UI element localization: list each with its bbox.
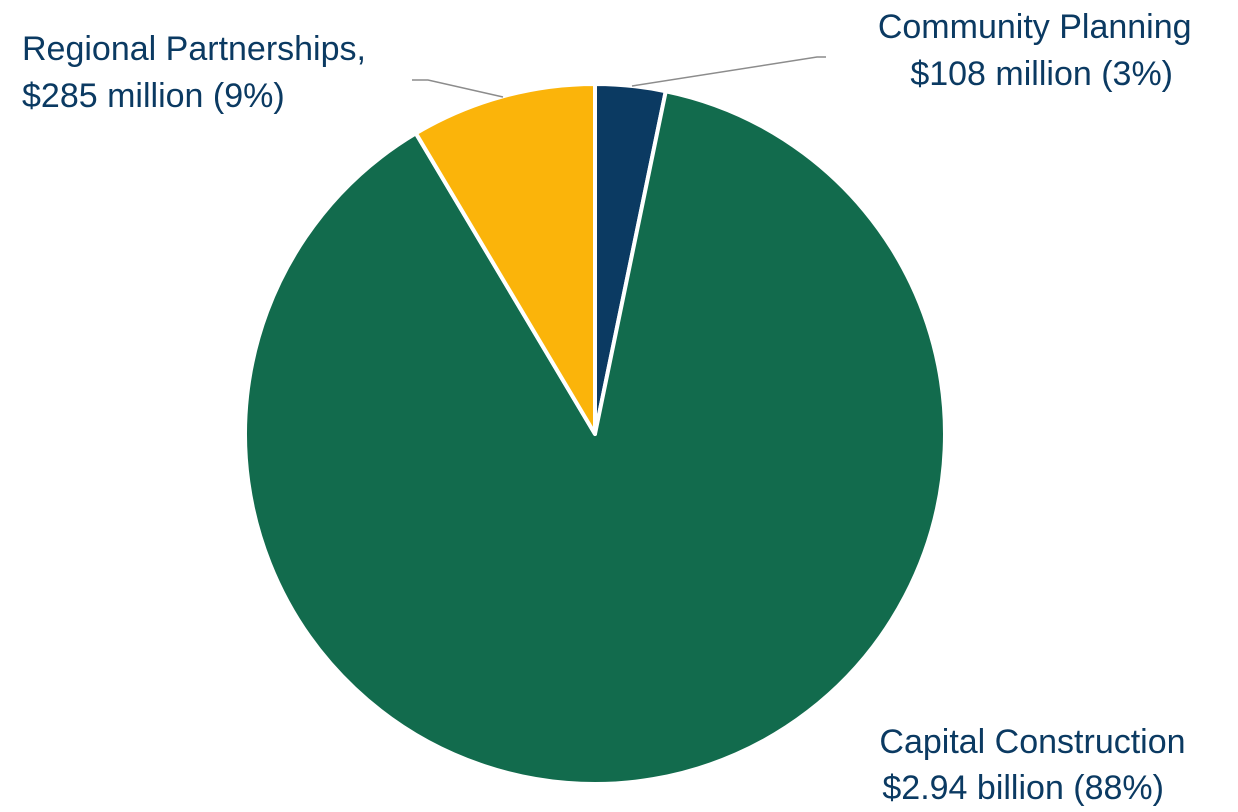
label-regional-partnerships-line2: $285 million (9%) xyxy=(22,77,285,115)
label-capital-construction: Capital Construction $2.94 billion (88%) xyxy=(879,723,1195,807)
label-community-planning-line1: Community Planning xyxy=(878,8,1192,46)
label-regional-partnerships: Regional Partnerships, $285 million (9%) xyxy=(22,30,375,115)
label-community-planning: Community Planning $108 million (3%) xyxy=(878,8,1201,93)
leader-line-regional-partnerships xyxy=(412,79,504,98)
label-community-planning-line2: $108 million (3%) xyxy=(910,55,1173,93)
pie-slice-capital-construction xyxy=(243,89,947,786)
leader-line-community-planning xyxy=(631,56,826,87)
pie-slices xyxy=(243,82,947,786)
label-capital-construction-line1: Capital Construction xyxy=(879,723,1185,761)
label-capital-construction-line2: $2.94 billion (88%) xyxy=(882,769,1164,807)
label-regional-partnerships-line1: Regional Partnerships, xyxy=(22,30,366,68)
